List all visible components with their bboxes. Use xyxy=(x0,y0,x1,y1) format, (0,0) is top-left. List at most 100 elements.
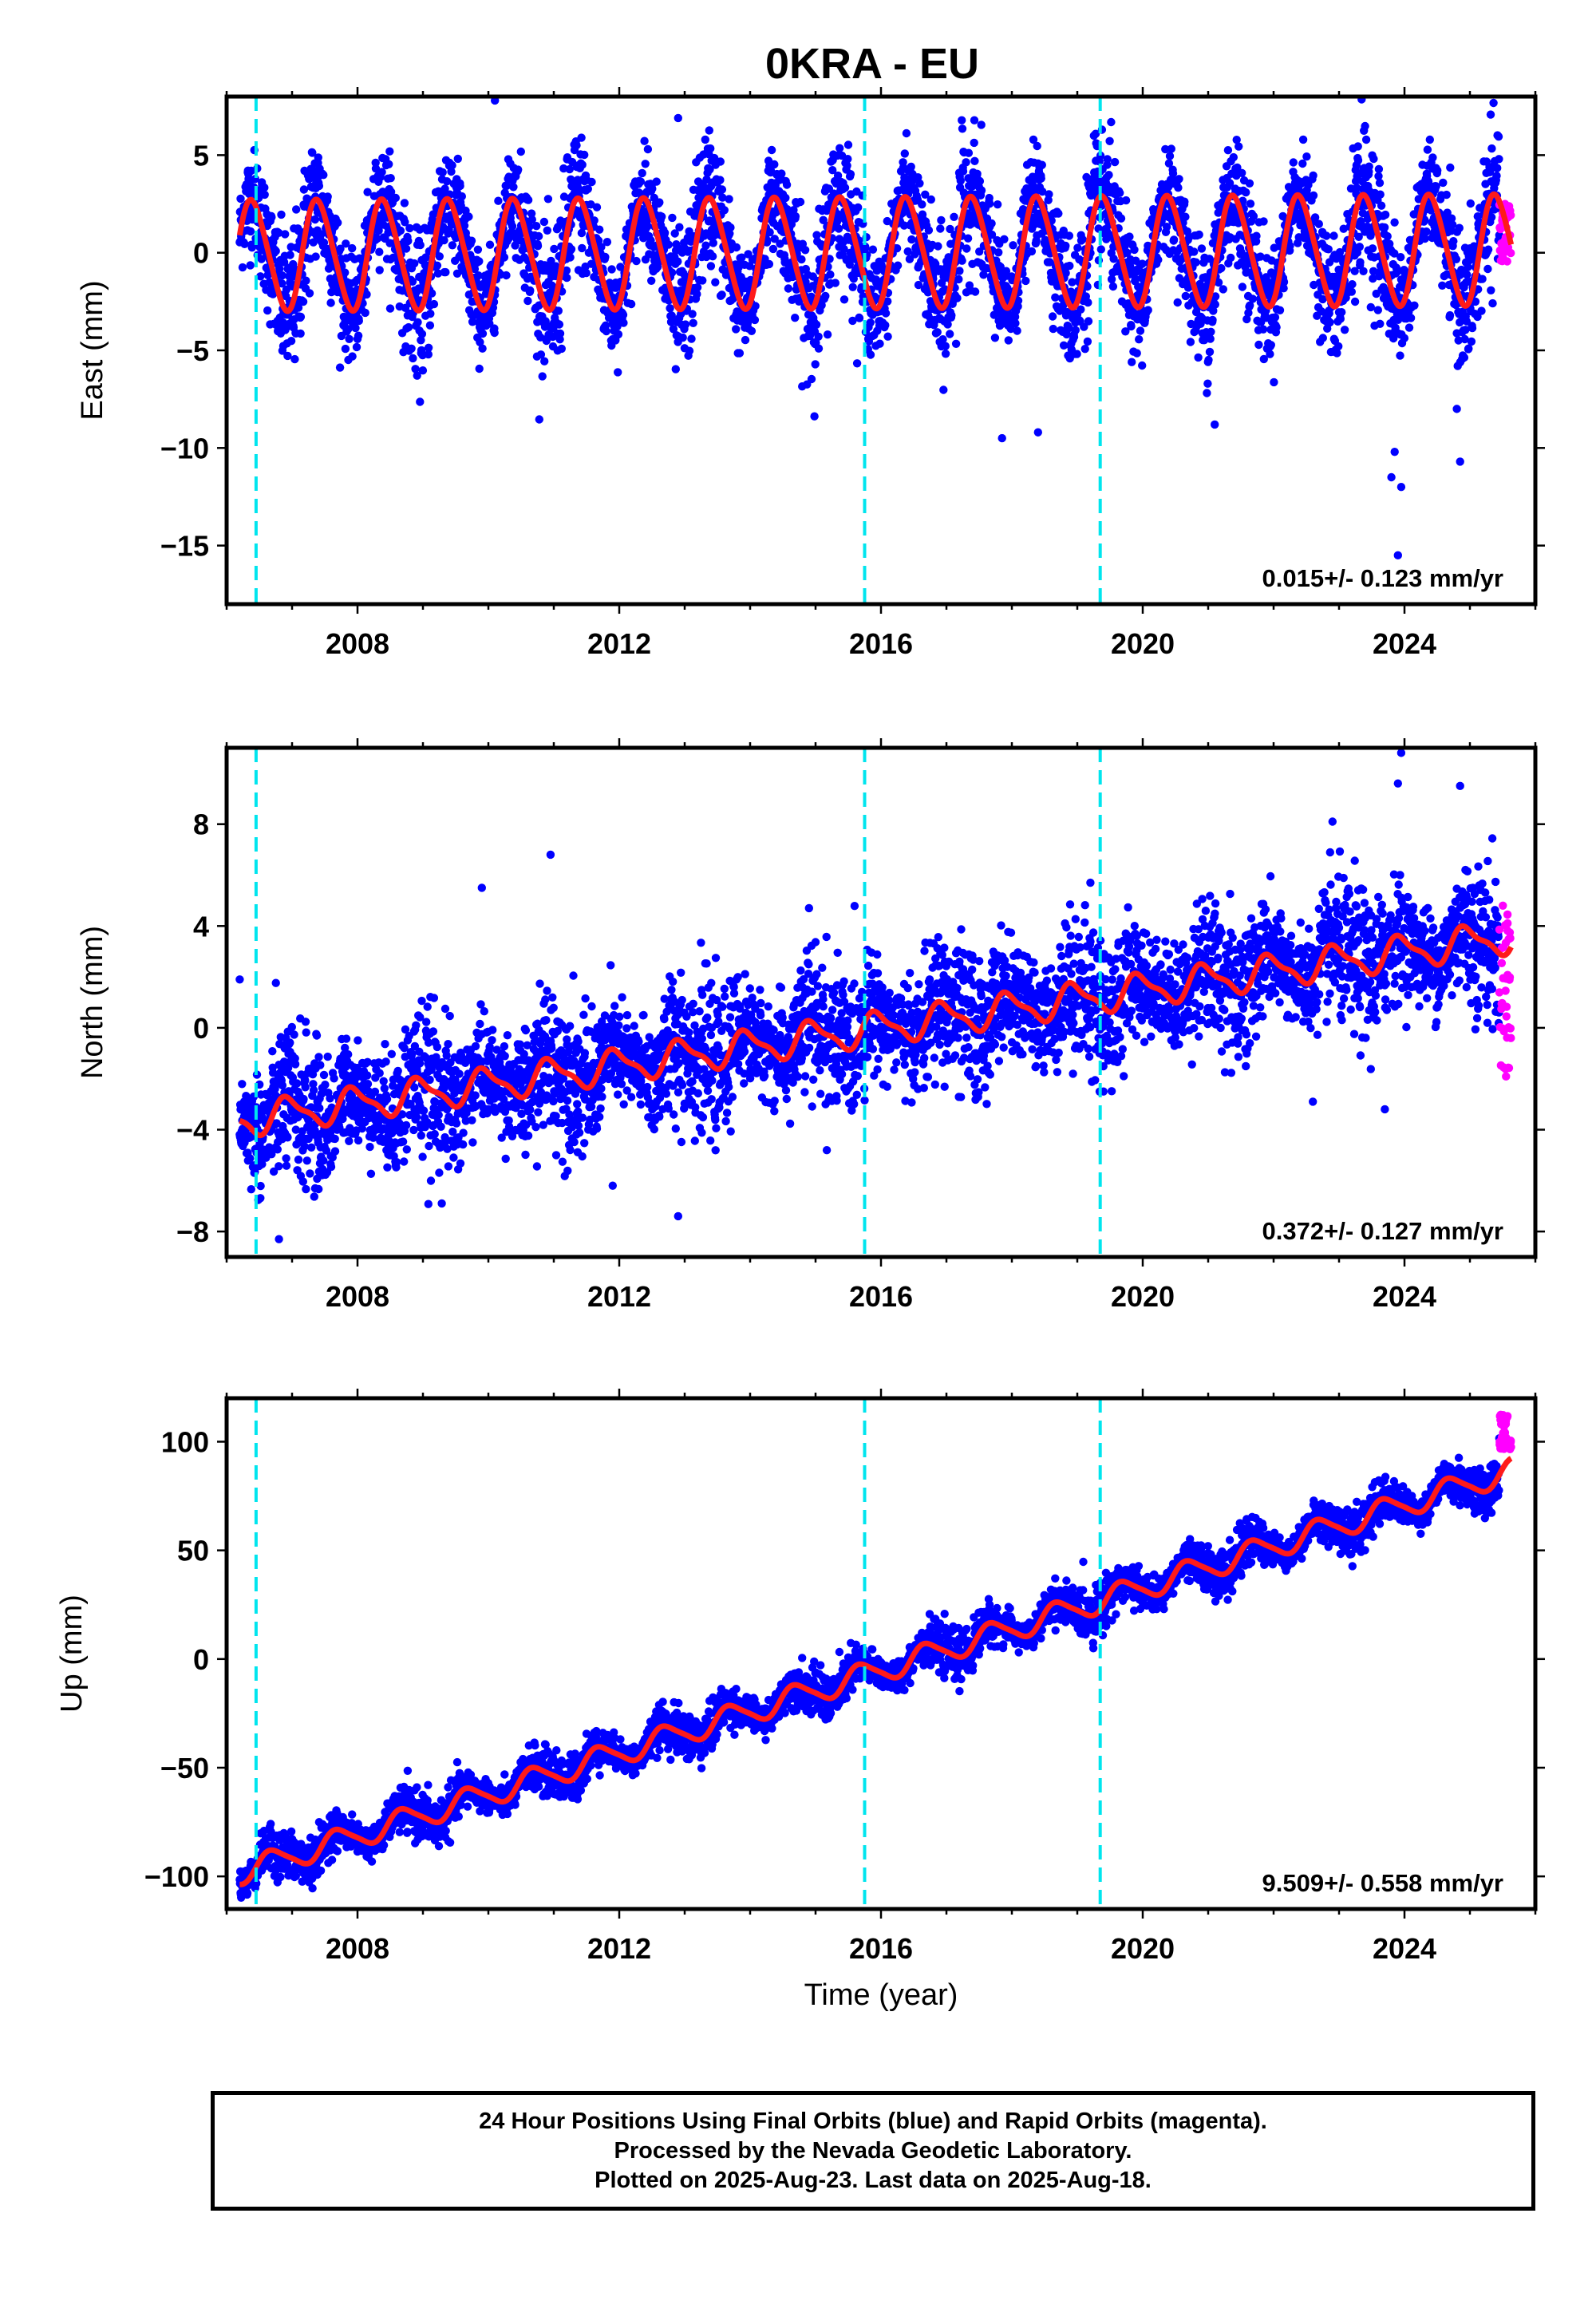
final-point xyxy=(555,320,564,329)
final-point xyxy=(941,350,950,358)
final-point xyxy=(457,192,466,201)
final-point xyxy=(706,144,715,153)
final-point xyxy=(1246,200,1255,208)
y-tick-label: −10 xyxy=(160,432,209,464)
y-tick-label: −5 xyxy=(176,334,209,367)
final-point xyxy=(767,145,776,155)
final-point xyxy=(977,121,986,129)
final-point xyxy=(1242,188,1250,197)
final-point xyxy=(823,330,832,339)
final-point xyxy=(299,185,309,194)
final-point xyxy=(460,221,469,230)
final-point xyxy=(587,259,596,268)
final-point xyxy=(1144,306,1152,314)
final-point xyxy=(539,217,549,227)
final-point xyxy=(1361,121,1369,131)
final-point xyxy=(533,242,543,251)
final-point xyxy=(636,177,646,186)
final-point xyxy=(330,1074,338,1083)
final-point xyxy=(1337,308,1346,317)
final-point xyxy=(375,266,384,275)
final-point xyxy=(1355,243,1365,251)
final-point xyxy=(1270,377,1278,387)
final-point xyxy=(1322,231,1331,240)
final-point-outlier xyxy=(1393,551,1403,560)
x-tick-label: 2016 xyxy=(849,627,913,660)
final-point xyxy=(246,227,255,236)
final-point xyxy=(550,244,559,254)
final-point xyxy=(1361,135,1371,144)
final-point xyxy=(926,195,936,204)
final-point xyxy=(590,216,598,225)
final-point xyxy=(1065,261,1074,271)
final-point xyxy=(290,1060,300,1069)
final-point xyxy=(1477,306,1486,315)
final-point xyxy=(1000,235,1009,243)
final-point xyxy=(993,200,1002,209)
final-point xyxy=(441,267,450,277)
final-point xyxy=(263,306,272,315)
final-point xyxy=(1340,326,1349,334)
final-point xyxy=(1211,300,1220,309)
final-point xyxy=(1329,231,1338,240)
final-point xyxy=(962,158,970,167)
y-tick-label: −15 xyxy=(160,530,209,563)
final-point xyxy=(385,147,394,156)
final-point xyxy=(1348,280,1357,289)
final-point xyxy=(1205,347,1215,357)
final-point xyxy=(1011,318,1020,328)
final-point xyxy=(987,219,996,228)
final-point xyxy=(1492,172,1501,180)
final-point xyxy=(764,259,774,269)
final-point xyxy=(281,230,290,239)
final-point xyxy=(647,276,656,285)
final-point xyxy=(401,244,411,253)
final-point xyxy=(557,344,566,354)
final-point xyxy=(1309,191,1318,200)
final-point xyxy=(275,1162,283,1171)
final-point xyxy=(1219,285,1228,294)
final-point xyxy=(619,318,628,327)
final-point xyxy=(1229,152,1238,162)
final-point xyxy=(377,168,386,176)
final-point xyxy=(1396,351,1404,360)
final-point xyxy=(936,224,945,233)
final-point xyxy=(405,223,414,233)
final-point xyxy=(400,199,409,207)
final-point xyxy=(1203,379,1212,388)
final-point xyxy=(425,321,435,330)
final-point xyxy=(275,228,283,237)
final-point xyxy=(1104,171,1113,180)
final-point xyxy=(440,235,448,245)
final-point xyxy=(404,322,413,332)
final-point xyxy=(307,1143,316,1152)
x-tick-label: 2024 xyxy=(1373,627,1436,660)
final-point xyxy=(716,157,725,166)
final-point xyxy=(283,351,292,361)
final-point xyxy=(1376,190,1385,199)
final-point xyxy=(1489,98,1498,108)
final-point xyxy=(354,331,363,340)
final-point xyxy=(717,290,726,299)
final-point xyxy=(314,1184,323,1194)
final-point xyxy=(314,153,322,162)
final-point xyxy=(448,241,457,250)
final-point xyxy=(994,248,1003,257)
final-point xyxy=(527,215,536,224)
final-point xyxy=(315,1104,324,1113)
final-point xyxy=(693,290,701,298)
final-point xyxy=(814,344,824,353)
final-point xyxy=(1366,302,1376,312)
final-point-outlier xyxy=(998,433,1006,443)
final-point xyxy=(267,213,276,222)
final-point xyxy=(408,277,417,286)
final-point xyxy=(963,234,973,243)
final-point xyxy=(1374,164,1384,174)
final-point xyxy=(273,1145,282,1154)
final-point xyxy=(814,332,823,341)
final-point xyxy=(326,1162,336,1172)
final-point xyxy=(791,314,800,322)
final-point xyxy=(1445,310,1455,320)
final-point xyxy=(1194,353,1203,362)
